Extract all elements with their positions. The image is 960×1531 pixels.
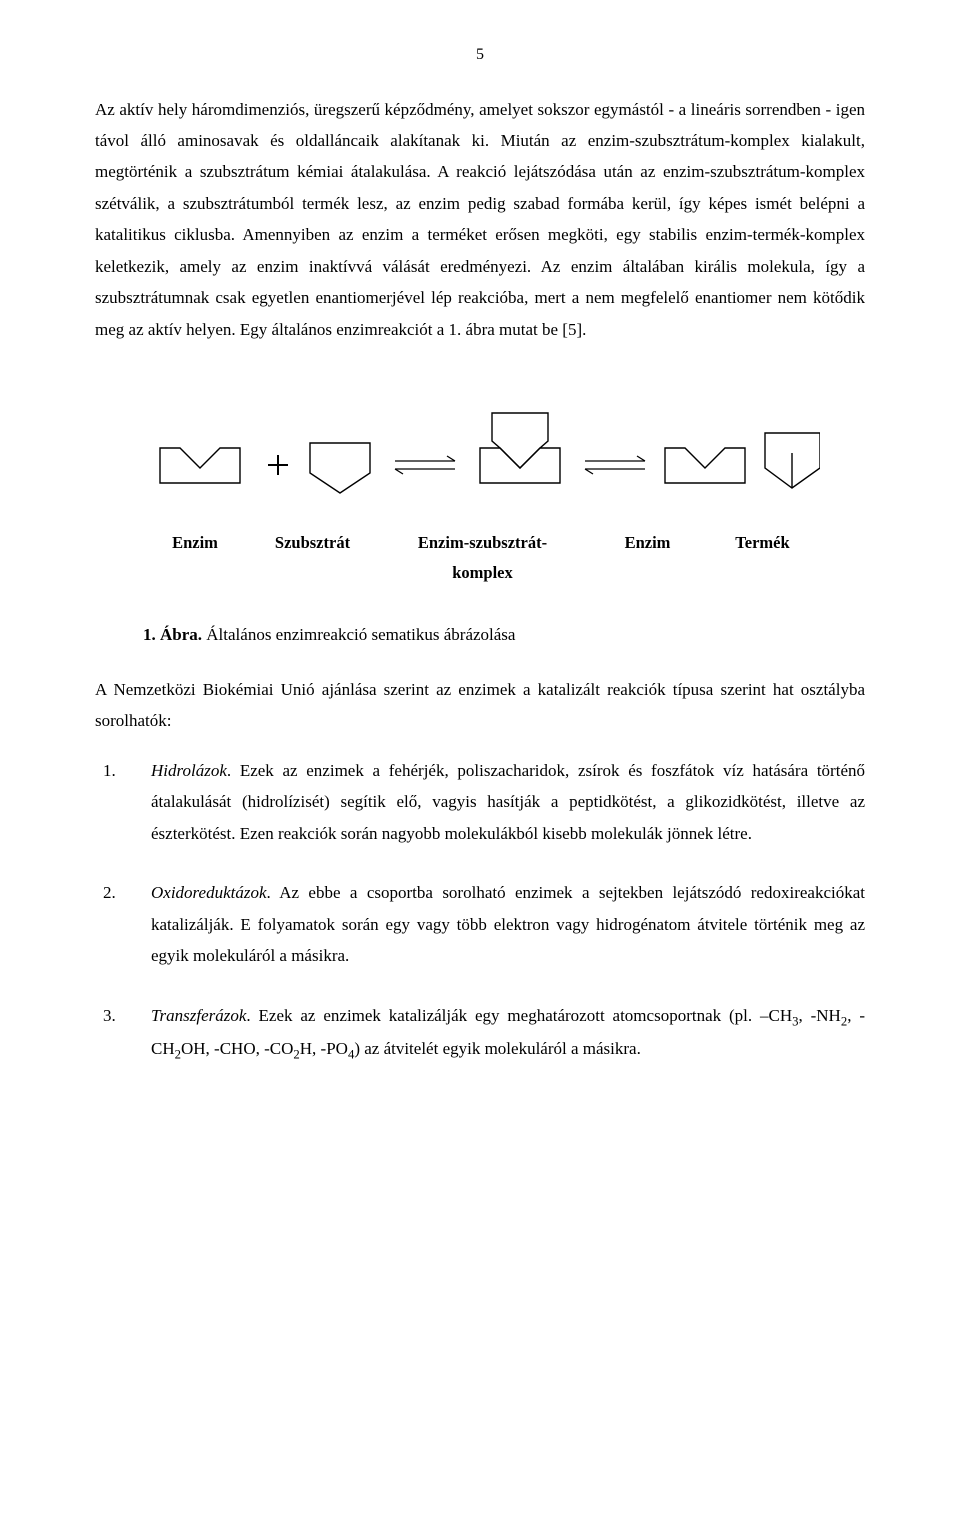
label-product: Termék: [708, 528, 818, 559]
label-substrate: Szubsztrát: [248, 528, 378, 559]
item-body: Hidrolázok. Ezek az enzimek a fehérjék, …: [151, 755, 865, 849]
label-enzyme: Enzim: [143, 528, 248, 559]
label-enzyme-2: Enzim: [588, 528, 708, 559]
reaction-diagram: Enzim Szubsztrát Enzim-szubsztrát- kompl…: [95, 393, 865, 588]
list-item: 1. Hidrolázok. Ezek az enzimek a fehérjé…: [95, 755, 865, 849]
figure-caption: 1. Ábra. Általános enzimreakció sematiku…: [143, 619, 865, 650]
diagram-svg: [140, 393, 820, 503]
list-intro: A Nemzetközi Biokémiai Unió ajánlása sze…: [95, 674, 865, 737]
page-number: 5: [95, 40, 865, 70]
item-body: Transzferázok. Ezek az enzimek katalizál…: [151, 1000, 865, 1068]
list-item: 3. Transzferázok. Ezek az enzimek katali…: [95, 1000, 865, 1068]
item-number: 1.: [95, 755, 151, 849]
main-paragraph: Az aktív hely háromdimenziós, üregszerű …: [95, 94, 865, 346]
list-item: 2. Oxidoreduktázok. Az ebbe a csoportba …: [95, 877, 865, 971]
item-body: Oxidoreduktázok. Az ebbe a csoportba sor…: [151, 877, 865, 971]
enzyme-class-list: 1. Hidrolázok. Ezek az enzimek a fehérjé…: [95, 755, 865, 1068]
diagram-labels: Enzim Szubsztrát Enzim-szubsztrát- kompl…: [95, 528, 865, 589]
item-number: 3.: [95, 1000, 151, 1068]
item-number: 2.: [95, 877, 151, 971]
label-complex: Enzim-szubsztrát- komplex: [378, 528, 588, 589]
